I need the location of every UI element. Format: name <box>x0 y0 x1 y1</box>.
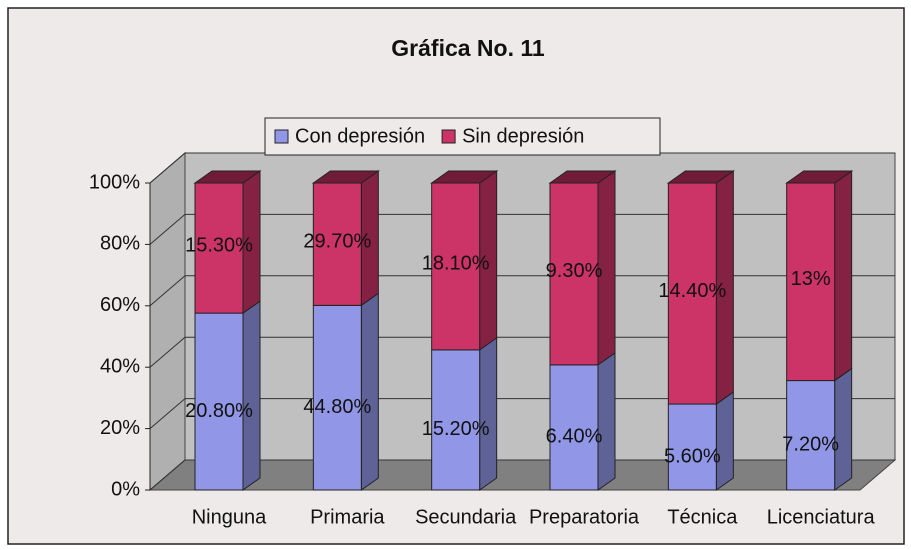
bar-segment <box>786 367 853 491</box>
bar-face <box>549 182 599 366</box>
bar-segment <box>666 170 735 406</box>
y-tick-label: 100% <box>89 171 140 193</box>
data-label: 14.40% <box>658 280 726 302</box>
grid-line <box>149 398 895 429</box>
legend-swatch <box>441 129 456 144</box>
bar-face <box>549 364 599 491</box>
floor <box>148 459 897 491</box>
legend-label: Sin depresión <box>462 125 584 147</box>
bar-face <box>242 300 261 491</box>
bar-face <box>194 182 244 314</box>
x-tick-label: Técnica <box>667 506 738 528</box>
bar-face <box>834 170 853 382</box>
grid-line <box>149 275 895 307</box>
bar-segment <box>194 300 261 491</box>
data-label: 7.20% <box>782 434 839 456</box>
legend-box <box>264 117 661 156</box>
y-tick-label: 60% <box>100 294 140 316</box>
data-label: 18.10% <box>422 253 490 275</box>
x-tick-label: Secundaria <box>415 506 517 528</box>
bar-segment <box>430 170 499 351</box>
bar-segment <box>193 170 262 315</box>
bar-face <box>597 351 616 491</box>
grid-line <box>149 213 895 245</box>
y-tick-label: 80% <box>100 233 140 255</box>
data-label: 9.30% <box>546 260 603 282</box>
data-label: 29.70% <box>303 230 371 252</box>
bar-face <box>312 182 362 306</box>
x-tick-label: Licenciatura <box>767 506 876 528</box>
legend-swatch <box>274 129 289 144</box>
y-tick-label: 20% <box>100 417 140 439</box>
data-label: 13% <box>791 268 831 290</box>
bar-face <box>479 336 498 491</box>
bar-face <box>715 391 734 491</box>
data-label: 5.60% <box>664 445 721 467</box>
grid-line <box>149 459 895 491</box>
bar-face <box>194 312 244 491</box>
bar-segment <box>549 351 616 491</box>
bar-face <box>667 182 717 405</box>
bar-face <box>667 403 717 491</box>
bar-segment <box>667 391 734 491</box>
y-tick-label: 40% <box>100 355 140 377</box>
side-wall <box>149 151 186 492</box>
x-tick-label: Preparatoria <box>529 506 640 528</box>
data-label: 15.30% <box>185 234 253 256</box>
bar-segment <box>548 170 617 366</box>
grid-line <box>149 336 895 368</box>
y-tick-label: 0% <box>111 478 140 500</box>
x-tick-label: Primaria <box>310 506 385 528</box>
bar-segment <box>312 292 379 491</box>
x-tick-label: Ninguna <box>192 506 267 528</box>
data-label: 44.80% <box>303 396 371 418</box>
data-label: 6.40% <box>546 426 603 448</box>
data-label: 20.80% <box>185 400 253 422</box>
bar-face <box>431 182 481 351</box>
data-label: 15.20% <box>422 418 490 440</box>
legend-label: Con depresión <box>295 125 425 147</box>
bar-segment <box>431 336 498 491</box>
bar-segment <box>311 170 380 307</box>
bar-segment <box>785 170 854 382</box>
bar-face <box>360 292 379 491</box>
chart-title: Gráfica No. 11 <box>391 35 545 61</box>
bar-face <box>786 182 836 382</box>
bar-face <box>834 367 853 491</box>
bar-face <box>786 380 836 491</box>
bar-face <box>431 349 481 491</box>
